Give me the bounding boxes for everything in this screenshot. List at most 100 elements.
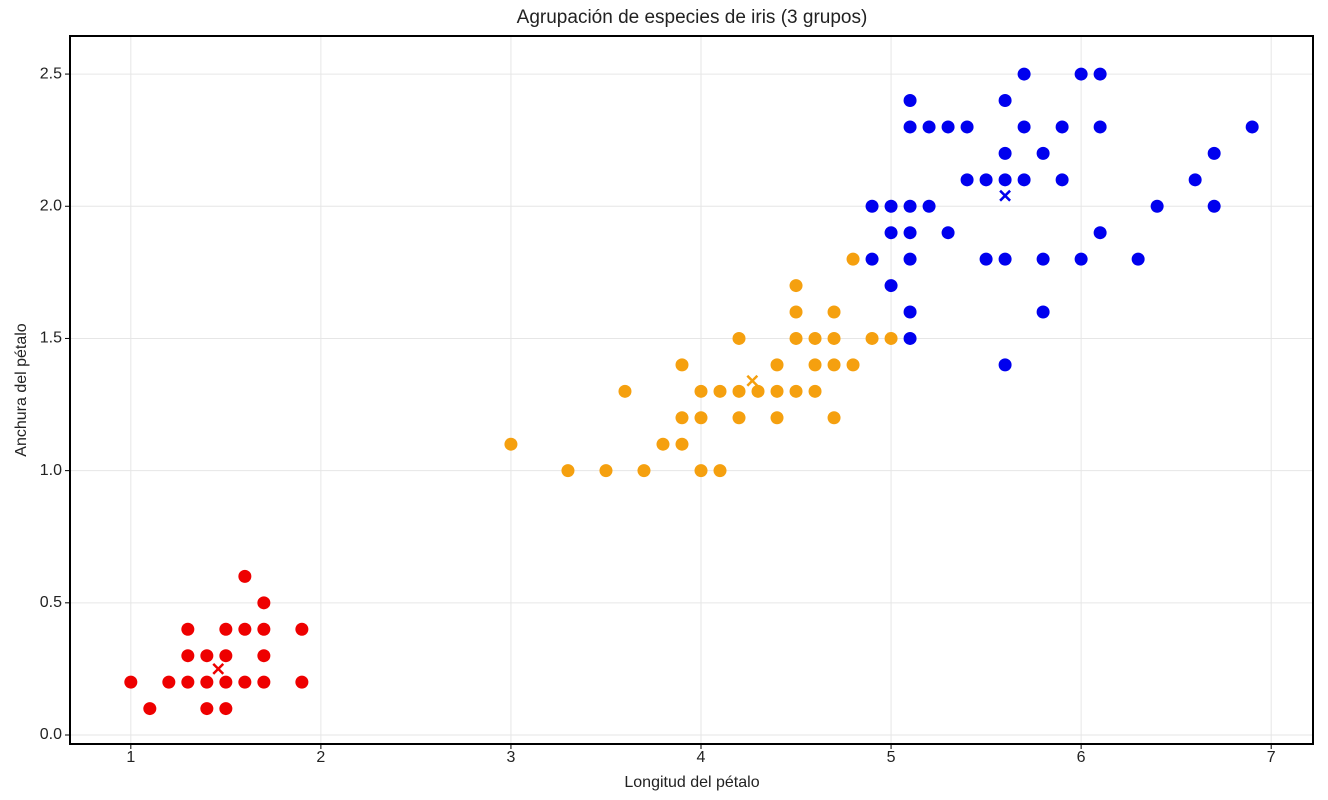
point [865,199,879,213]
point [770,384,784,398]
chart-title: Agrupación de especies de iris (3 grupos… [517,7,868,28]
point [808,358,822,372]
point [238,675,252,689]
point [656,437,670,451]
point [865,331,879,345]
point [922,199,936,213]
centroid [746,374,759,387]
point [998,173,1012,187]
point [1131,252,1145,266]
y-tick-label: 2.0 [40,197,62,214]
point [732,411,746,425]
point [808,331,822,345]
point [903,226,917,240]
point [1036,252,1050,266]
point [257,596,271,610]
point [219,675,233,689]
point [808,384,822,398]
point [979,252,993,266]
point [789,305,803,319]
point [789,331,803,345]
point [257,675,271,689]
centroid [212,663,225,675]
point [561,464,575,478]
point [865,252,879,266]
point [181,649,195,663]
point [143,702,157,716]
point [732,331,746,345]
point [827,305,841,319]
point [1093,226,1107,240]
point [1055,120,1069,134]
x-tick-label: 2 [316,749,325,766]
point [884,279,898,293]
plot-frame [69,35,1314,745]
point [257,649,271,663]
x-tick-label: 6 [1077,749,1086,766]
point [713,384,727,398]
point [903,199,917,213]
point [181,675,195,689]
point [903,120,917,134]
point [960,173,974,187]
point [998,146,1012,160]
point [1074,252,1088,266]
point [903,252,917,266]
point [941,120,955,134]
point [599,464,613,478]
point [694,464,708,478]
point [998,94,1012,108]
y-tick-label: 0.5 [40,594,62,611]
point [789,279,803,293]
point [124,675,138,689]
point [504,437,518,451]
point [1150,199,1164,213]
point [846,358,860,372]
point [675,437,689,451]
point [713,464,727,478]
point [200,649,214,663]
point [257,622,271,636]
point [789,384,803,398]
x-tick-label: 5 [887,749,896,766]
point [827,358,841,372]
point [846,252,860,266]
point [1017,67,1031,81]
point [219,622,233,636]
y-tick-label: 1.5 [40,330,62,347]
point [1036,146,1050,160]
point [941,226,955,240]
point [1207,199,1221,213]
y-tick-label: 2.5 [40,65,62,82]
y-tick-label: 1.0 [40,462,62,479]
point [238,622,252,636]
point [1207,146,1221,160]
point [1017,120,1031,134]
point [884,199,898,213]
x-tick-label: 3 [506,749,515,766]
point [675,411,689,425]
point [694,384,708,398]
point [827,331,841,345]
point [200,702,214,716]
x-axis-label: Longitud del pétalo [624,774,759,791]
point [998,252,1012,266]
point [295,622,309,636]
point [1093,120,1107,134]
point [1074,67,1088,81]
point [219,702,233,716]
point [675,358,689,372]
point [1245,120,1259,134]
point [181,622,195,636]
point [238,569,252,583]
point [1055,173,1069,187]
y-tick-label: 0.0 [40,726,62,743]
x-tick-label: 4 [697,749,706,766]
point [903,94,917,108]
x-tick-label: 1 [126,749,135,766]
point [884,331,898,345]
point [1036,305,1050,319]
point [219,649,233,663]
